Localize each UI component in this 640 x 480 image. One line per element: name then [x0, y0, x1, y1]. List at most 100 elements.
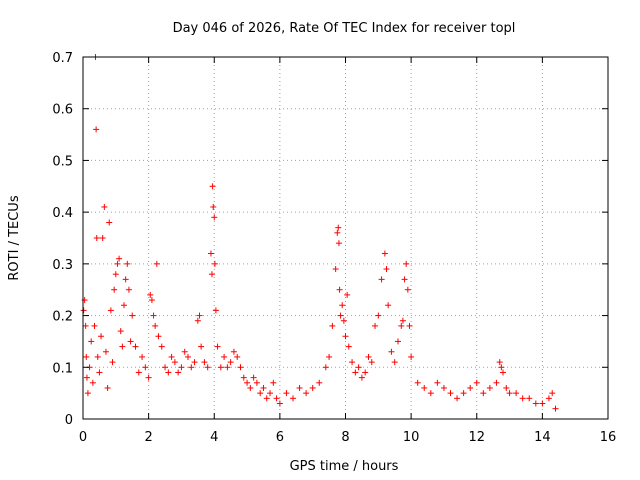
y-tick-label: 0.4 [52, 206, 73, 221]
data-point [101, 203, 108, 210]
data-point [98, 333, 105, 340]
data-point [93, 126, 100, 133]
data-point [549, 390, 556, 397]
data-point [263, 395, 270, 402]
data-point [175, 369, 182, 376]
data-point [129, 312, 136, 319]
data-point [212, 307, 219, 314]
data-point [89, 379, 96, 386]
y-tick-label: 0.1 [52, 361, 73, 376]
data-point [145, 374, 152, 381]
data-point [121, 302, 128, 309]
y-tick-label: 0.7 [52, 51, 73, 66]
data-point [303, 390, 310, 397]
data-point [224, 364, 231, 371]
x-tick-label: 8 [341, 430, 349, 445]
data-point [398, 322, 405, 329]
y-tick-label: 0.6 [52, 103, 73, 118]
data-point [114, 260, 121, 267]
data-point [349, 359, 356, 366]
data-point [217, 364, 224, 371]
data-point [473, 379, 480, 386]
chart-title: Day 046 of 2026, Rate Of TEC Index for r… [173, 21, 516, 36]
data-point [99, 235, 106, 241]
data-point [210, 203, 217, 210]
data-point [344, 291, 351, 298]
data-point [500, 369, 506, 376]
data-point [116, 255, 123, 262]
data-point [247, 384, 254, 391]
data-point [209, 183, 216, 190]
data-point [401, 276, 408, 283]
data-point [345, 343, 352, 350]
data-point [122, 276, 129, 283]
data-point [467, 384, 474, 391]
data-point [283, 390, 290, 397]
data-point [332, 266, 339, 273]
data-point [368, 359, 375, 366]
data-point [125, 286, 132, 293]
tick-marks [82, 56, 609, 420]
data-point [165, 369, 172, 376]
x-tick-label: 0 [79, 430, 87, 445]
data-point [96, 369, 103, 376]
data-point [486, 384, 493, 391]
x-axis-label: GPS time / hours [290, 459, 399, 474]
data-point [337, 312, 344, 319]
data-point [385, 302, 392, 309]
data-point [230, 348, 237, 355]
data-point [153, 260, 160, 267]
data-point [404, 286, 411, 293]
data-point [339, 302, 346, 309]
data-point [221, 353, 228, 360]
data-point [214, 343, 221, 350]
data-point [447, 390, 454, 397]
data-point [496, 359, 503, 366]
data-point [427, 390, 434, 397]
data-point [208, 271, 215, 278]
data-point [378, 276, 385, 283]
data-point [93, 235, 100, 241]
y-axis-label: ROTI / TECUs [7, 195, 22, 280]
data-point [365, 353, 372, 360]
x-tick-label: 4 [210, 430, 218, 445]
x-tick-label: 6 [276, 430, 284, 445]
data-point [155, 333, 162, 340]
data-point [526, 395, 533, 402]
data-point [372, 322, 379, 329]
data-point [152, 322, 159, 329]
data-point [158, 343, 165, 350]
data-point [211, 214, 218, 221]
data-point [84, 390, 91, 397]
data-point [194, 317, 201, 324]
data-point [267, 390, 274, 397]
data-point [414, 379, 421, 386]
data-point [519, 395, 526, 402]
data-point [188, 364, 195, 371]
data-point [334, 229, 341, 236]
data-point [162, 364, 169, 371]
data-point [440, 384, 447, 391]
y-tick-label: 0 [65, 413, 73, 428]
data-point [150, 312, 157, 319]
data-point [395, 338, 401, 345]
data-point [181, 348, 188, 355]
data-point [434, 379, 441, 386]
data-point [196, 312, 203, 319]
data-point [342, 333, 349, 340]
data-point [273, 395, 280, 402]
data-point [539, 400, 546, 407]
data-point [498, 364, 505, 371]
data-point [309, 384, 316, 391]
data-point [117, 328, 124, 335]
data-point [198, 343, 205, 350]
x-tick-label: 2 [144, 430, 152, 445]
x-tick-label: 12 [468, 430, 485, 445]
data-point [91, 322, 98, 329]
data-point [493, 379, 500, 386]
data-point [408, 353, 415, 360]
data-point [388, 348, 395, 355]
data-point [454, 395, 461, 402]
data-point [355, 364, 362, 371]
data-point [82, 322, 89, 329]
